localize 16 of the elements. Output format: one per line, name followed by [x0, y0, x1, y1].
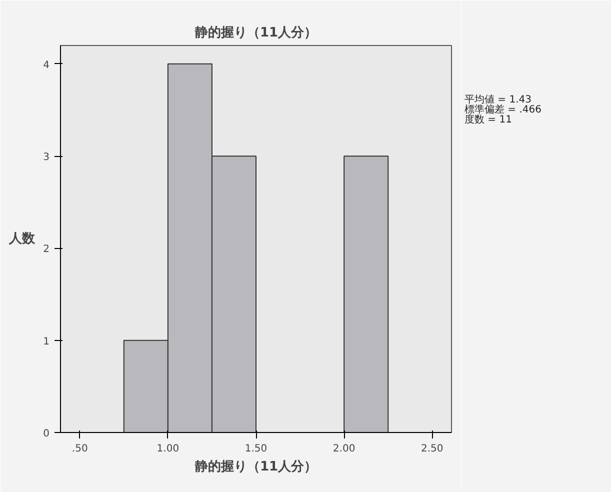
x-tick-label: 2.50 [420, 444, 444, 454]
y-tick-label: 4 [43, 60, 50, 71]
y-axis-title: 人数 [8, 232, 36, 246]
x-tick-label: 1.00 [156, 444, 180, 454]
text: 平均値 = 1.43 [464, 93, 532, 106]
y-tick-label: 0 [43, 428, 50, 440]
x-tick-label: 2.00 [332, 444, 356, 454]
y-tick-label: 2 [43, 244, 50, 256]
chart-title: 静的握り（11人分） [194, 26, 318, 40]
x-axis-title: 静的握り（11人分） [194, 460, 318, 474]
text: 標準偏差 = .466 [464, 103, 542, 116]
x-tick-label: .50 [72, 444, 88, 454]
text: 度数 = 11 [464, 114, 512, 126]
y-tick-label: 1 [43, 336, 50, 348]
y-tick-label: 3 [43, 152, 50, 164]
x-tick-label: 1.50 [244, 444, 268, 454]
